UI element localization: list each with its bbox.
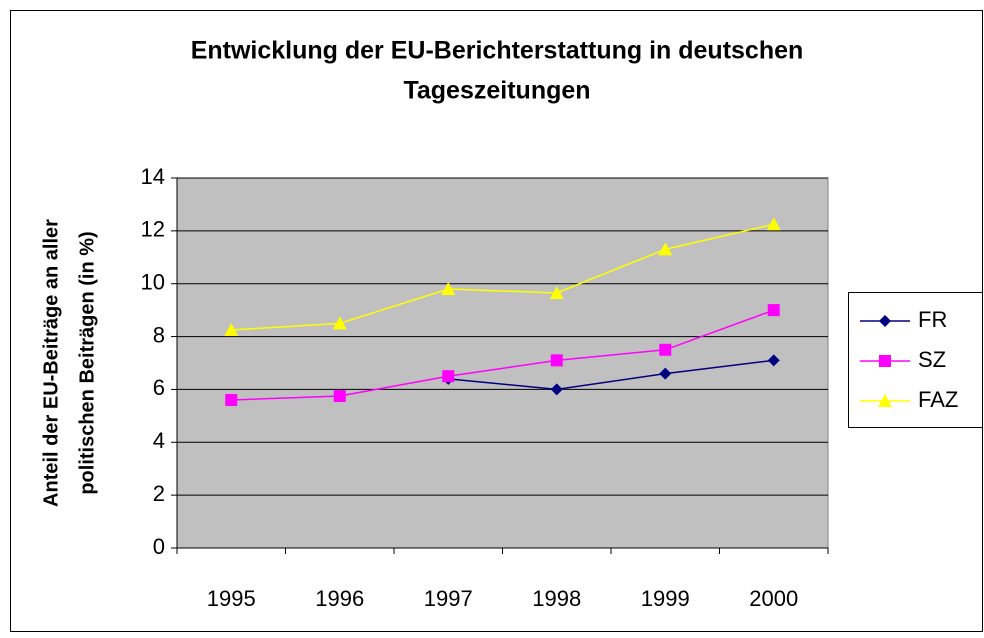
- legend-label: FAZ: [918, 387, 958, 412]
- marker: [550, 383, 563, 396]
- chart-title: Tageszeitungen: [403, 77, 590, 105]
- legend-label: FR: [918, 307, 947, 332]
- marker: [658, 242, 673, 256]
- plot-area: [176, 177, 829, 549]
- x-tick-label: 1998: [532, 586, 581, 611]
- y-axis-title: Anteil der EU-Beiträge an aller: [40, 219, 62, 507]
- y-tick-label: 0: [153, 534, 165, 559]
- series-line: [231, 223, 774, 331]
- x-tick-label: 1996: [315, 586, 364, 611]
- marker: [549, 285, 564, 299]
- marker: [442, 370, 455, 383]
- marker: [224, 322, 239, 336]
- marker: [332, 316, 347, 330]
- x-tick-label: 1997: [424, 586, 473, 611]
- marker: [879, 315, 891, 327]
- marker: [441, 282, 456, 295]
- marker: [550, 354, 563, 367]
- marker: [879, 355, 891, 367]
- y-tick-label: 12: [141, 217, 165, 242]
- legend-box: [848, 292, 983, 428]
- chart-title: Entwicklung der EU-Berichterstattung in …: [191, 37, 804, 65]
- y-axis-title: politischen Beiträgen (in %): [76, 231, 98, 494]
- marker: [878, 394, 892, 407]
- x-tick-label: 1995: [207, 586, 256, 611]
- marker: [225, 394, 238, 406]
- y-tick-label: 10: [141, 270, 165, 295]
- series-line: [231, 309, 775, 401]
- x-tick-label: 1999: [641, 586, 690, 611]
- marker: [767, 304, 780, 317]
- x-tick-label: 2000: [749, 586, 798, 611]
- y-tick-label: 2: [153, 481, 165, 506]
- series-line: [448, 359, 774, 391]
- y-tick-label: 14: [141, 164, 165, 189]
- marker: [767, 354, 780, 367]
- legend-label: SZ: [918, 347, 946, 372]
- y-tick-label: 8: [153, 322, 165, 347]
- marker: [766, 217, 781, 231]
- y-tick-label: 6: [153, 375, 165, 400]
- marker: [659, 367, 672, 380]
- y-tick-label: 4: [153, 428, 165, 453]
- marker: [659, 343, 672, 356]
- marker: [333, 390, 346, 403]
